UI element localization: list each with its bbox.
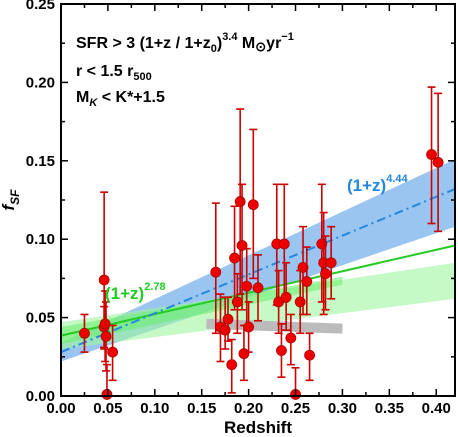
point-marker [100, 331, 112, 342]
data-point [231, 272, 243, 335]
point-marker [107, 346, 118, 358]
y-axis-label-main: f [0, 203, 18, 211]
point-marker [301, 276, 313, 287]
y-tick-label: 0.15 [26, 153, 55, 170]
data-point [297, 225, 309, 316]
point-marker [99, 318, 111, 330]
data-point [222, 296, 234, 342]
point-marker [98, 274, 110, 286]
point-marker [280, 291, 292, 303]
point-marker [325, 257, 337, 269]
point-marker [304, 349, 315, 361]
selection-band-grey [206, 318, 343, 334]
fit-label-green: (1+z)2.78 [105, 281, 166, 303]
point-marker [229, 252, 240, 264]
fit-band-green-inner [61, 276, 343, 345]
x-axis-label: Redshift [224, 418, 292, 437]
annotation-magnitude-cut: MK < K*+1.5 [76, 89, 165, 109]
x-tick-label: 0.35 [375, 400, 404, 417]
data-point [320, 235, 331, 311]
point-marker [238, 348, 250, 360]
y-axis-label: fSF [0, 189, 22, 211]
point-marker [432, 156, 444, 168]
point-marker [320, 268, 331, 280]
point-marker [222, 313, 234, 325]
data-point [426, 86, 437, 225]
data-point [304, 332, 315, 382]
data-point [238, 324, 250, 382]
data-point [285, 313, 297, 366]
point-marker [278, 238, 290, 250]
x-tick-label: 0.30 [328, 400, 357, 417]
data-point [226, 338, 238, 394]
data-point [325, 225, 337, 300]
annotation-radius-cut: r < 1.5 r500 [76, 63, 152, 83]
annotation-sfr-cut: SFR > 3 (1+z / 1+z0)3.4 M⊙yr−1 [76, 31, 294, 55]
data-point [432, 92, 444, 233]
point-marker [234, 196, 246, 207]
point-marker [231, 296, 243, 308]
point-marker [297, 262, 309, 273]
x-tick-label: 0.20 [234, 400, 263, 417]
data-point [101, 363, 113, 400]
y-tick-label: 0.20 [26, 74, 55, 91]
data-point [79, 313, 90, 353]
axis-ticks [60, 3, 455, 397]
point-marker [276, 345, 287, 356]
svg-text:fSF: fSF [0, 189, 22, 211]
data-point [243, 301, 255, 353]
x-tick-label: 0.10 [140, 400, 169, 417]
point-marker [210, 266, 222, 278]
data-point [100, 301, 112, 372]
data-point [280, 261, 292, 331]
point-marker [247, 199, 259, 211]
point-marker [79, 327, 90, 339]
data-point [210, 202, 222, 335]
data-points [79, 86, 444, 400]
x-tick-labels: 0.00 0.05 0.10 0.15 0.20 0.25 0.30 0.35 0.40 [46, 400, 450, 417]
x-tick-label: 0.15 [187, 400, 216, 417]
data-point [107, 324, 118, 382]
y-tick-label: 0.00 [26, 388, 55, 405]
point-marker [241, 280, 253, 292]
point-marker [226, 359, 238, 371]
point-marker [285, 332, 297, 344]
x-tick-label: 0.00 [46, 400, 75, 417]
point-marker [243, 321, 255, 333]
y-tick-label: 0.10 [26, 231, 55, 248]
data-point [247, 128, 259, 280]
x-tick-label: 0.25 [281, 400, 310, 417]
y-tick-labels: 0.00 0.05 0.10 0.15 0.20 0.25 [26, 0, 55, 405]
y-tick-label: 0.25 [26, 0, 55, 13]
data-point [229, 205, 240, 311]
point-marker [426, 149, 437, 160]
data-point [301, 246, 313, 316]
point-marker [101, 389, 113, 400]
data-point [276, 323, 287, 378]
point-marker [252, 282, 264, 294]
x-tick-label: 0.40 [422, 400, 451, 417]
data-point [252, 254, 264, 322]
y-tick-label: 0.05 [26, 310, 55, 327]
x-tick-label: 0.05 [93, 400, 122, 417]
y-axis-label-sub: SF [8, 189, 22, 205]
fit-label-blue: (1+z)4.44 [347, 173, 409, 195]
